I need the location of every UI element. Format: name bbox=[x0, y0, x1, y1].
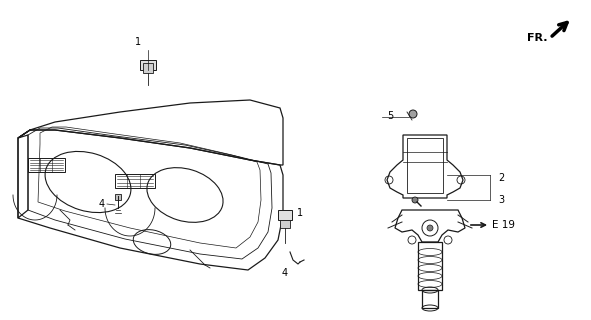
Bar bbox=[115, 194, 121, 200]
Bar bbox=[140, 60, 156, 70]
Bar bbox=[422, 290, 438, 308]
Circle shape bbox=[427, 225, 433, 231]
Bar bbox=[278, 210, 292, 220]
Text: 2: 2 bbox=[498, 173, 504, 183]
Text: FR.: FR. bbox=[528, 33, 548, 43]
Bar bbox=[28, 158, 65, 172]
Bar bbox=[280, 220, 290, 228]
Text: 4: 4 bbox=[99, 199, 105, 209]
Text: 4: 4 bbox=[282, 268, 288, 278]
Circle shape bbox=[412, 197, 418, 203]
Bar bbox=[115, 174, 155, 188]
Bar bbox=[407, 138, 443, 193]
Text: E 19: E 19 bbox=[492, 220, 515, 230]
Text: 3: 3 bbox=[498, 195, 504, 205]
Text: 5: 5 bbox=[387, 111, 393, 121]
Text: 1: 1 bbox=[135, 37, 141, 47]
Text: 1: 1 bbox=[297, 208, 303, 218]
Bar bbox=[143, 63, 153, 73]
Bar bbox=[418, 242, 442, 290]
Circle shape bbox=[409, 110, 417, 118]
